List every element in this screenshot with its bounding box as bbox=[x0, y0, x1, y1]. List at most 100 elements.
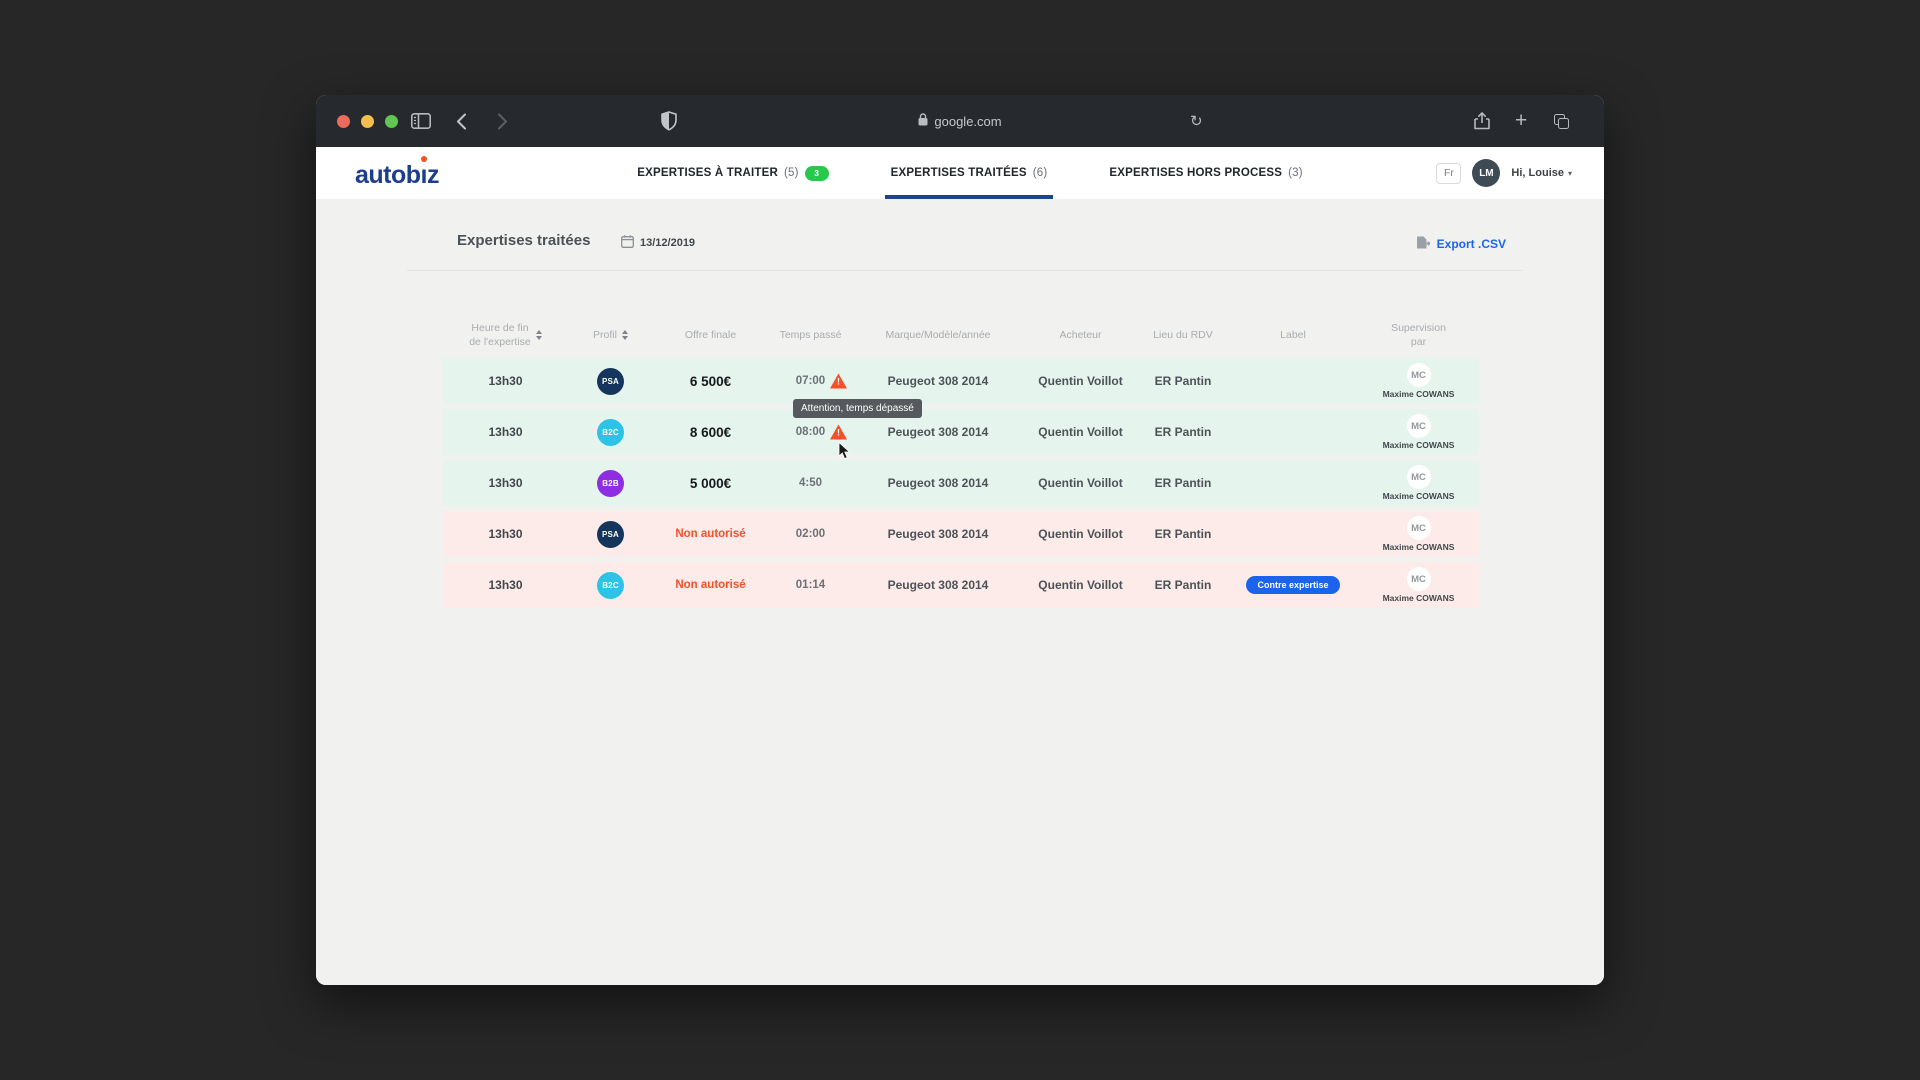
tab-count: (5) bbox=[784, 167, 799, 179]
end-time: 13h30 bbox=[488, 527, 523, 541]
time-spent: 02:00 bbox=[795, 528, 826, 540]
browser-chrome: google.com ↻ + bbox=[316, 95, 1604, 147]
sidebar-toggle-icon[interactable] bbox=[411, 95, 431, 147]
tab-label: EXPERTISES TRAITÉES bbox=[890, 167, 1027, 179]
traffic-light-close[interactable] bbox=[337, 114, 350, 128]
traffic-light-minimize[interactable] bbox=[361, 114, 374, 128]
col-header-marque: Marque/Modèle/année bbox=[885, 328, 991, 341]
autobiz-logo[interactable]: autobız bbox=[355, 161, 440, 189]
overtime-warning-icon[interactable]: ! bbox=[830, 424, 847, 440]
user-zone: Fr LM Hi, Louise ▾ bbox=[1436, 147, 1572, 199]
supervisor-name: Maxime COWANS bbox=[1382, 593, 1455, 603]
overtime-warning-icon[interactable]: ! bbox=[830, 373, 847, 389]
privacy-shield-icon[interactable] bbox=[661, 95, 677, 147]
overtime-tooltip: Attention, temps dépassé bbox=[793, 399, 922, 418]
supervision-cell: MC Maxime COWANS bbox=[1358, 363, 1479, 399]
rdv-location: ER Pantin bbox=[1154, 476, 1212, 490]
final-offer: Non autorisé bbox=[675, 579, 746, 591]
profile-badge: B2B bbox=[597, 469, 624, 497]
date-picker[interactable]: 13/12/2019 bbox=[621, 235, 695, 251]
rdv-location: ER Pantin bbox=[1154, 527, 1212, 541]
tab-expertises-a-traiter[interactable]: EXPERTISES À TRAITER (5) 3 bbox=[637, 147, 829, 199]
url-text: google.com bbox=[934, 113, 1002, 129]
time-spent: 4:50 bbox=[798, 477, 823, 489]
table-row[interactable]: 13h30 B2B 5 000€ 4:50 Peugeot 308 2014 Q… bbox=[443, 460, 1479, 506]
supervisor-name: Maxime COWANS bbox=[1382, 491, 1455, 501]
buyer: Quentin Voillot bbox=[1038, 527, 1123, 541]
tab-expertises-traitees[interactable]: EXPERTISES TRAITÉES (6) bbox=[884, 147, 1054, 199]
vehicle: Peugeot 308 2014 bbox=[887, 374, 989, 388]
supervisor-initials: MC bbox=[1406, 516, 1431, 540]
label-cell: Contre expertise bbox=[1228, 576, 1358, 594]
vehicle: Peugeot 308 2014 bbox=[887, 527, 989, 541]
time-spent: 07:00! bbox=[768, 373, 853, 389]
rdv-location: ER Pantin bbox=[1154, 578, 1212, 592]
sort-icon[interactable] bbox=[621, 329, 628, 340]
final-offer: 6 500€ bbox=[689, 373, 732, 389]
vehicle: Peugeot 308 2014 bbox=[887, 425, 989, 439]
profile-cell: PSA bbox=[568, 367, 653, 395]
tab-count: (6) bbox=[1032, 167, 1048, 179]
final-offer: 8 600€ bbox=[689, 424, 732, 440]
supervisor-initials: MC bbox=[1406, 414, 1431, 438]
avatar[interactable]: LM bbox=[1472, 159, 1501, 187]
buyer: Quentin Voillot bbox=[1038, 476, 1123, 490]
page-content: Expertises traitées 13/12/2019 Export .C… bbox=[316, 199, 1604, 985]
export-csv-button[interactable]: Export .CSV bbox=[1416, 235, 1506, 253]
supervision-cell: MC Maxime COWANS bbox=[1358, 465, 1479, 501]
col-header-temps-passe: Temps passé bbox=[779, 328, 842, 341]
greeting-text: Hi, Louise bbox=[1511, 167, 1564, 179]
col-header-profil: Profil bbox=[568, 328, 653, 342]
user-menu[interactable]: Hi, Louise ▾ bbox=[1511, 167, 1572, 179]
chevron-down-icon: ▾ bbox=[1567, 168, 1572, 178]
sort-icon[interactable] bbox=[535, 330, 542, 340]
calendar-icon bbox=[621, 235, 634, 251]
lock-icon bbox=[918, 113, 928, 129]
tab-label: EXPERTISES À TRAITER bbox=[637, 167, 779, 179]
supervisor-initials: MC bbox=[1406, 363, 1431, 387]
buyer: Quentin Voillot bbox=[1038, 374, 1123, 388]
time-spent: 01:14 bbox=[795, 579, 826, 591]
divider bbox=[407, 270, 1522, 271]
back-button[interactable] bbox=[456, 95, 467, 147]
buyer: Quentin Voillot bbox=[1038, 578, 1123, 592]
buyer: Quentin Voillot bbox=[1038, 425, 1123, 439]
profile-badge: B2C bbox=[597, 418, 624, 446]
new-tab-button[interactable]: + bbox=[1515, 109, 1528, 132]
tab-expertises-hors-process[interactable]: EXPERTISES HORS PROCESS (3) bbox=[1109, 147, 1302, 199]
col-header-heure-fin: Heure de fin de l'expertise bbox=[443, 321, 568, 349]
selected-date: 13/12/2019 bbox=[640, 237, 696, 249]
reload-button[interactable]: ↻ bbox=[1190, 113, 1203, 130]
language-button[interactable]: Fr bbox=[1436, 162, 1462, 184]
forward-button[interactable] bbox=[497, 95, 508, 147]
end-time: 13h30 bbox=[488, 425, 523, 439]
supervisor-name: Maxime COWANS bbox=[1382, 389, 1455, 399]
supervisor-initials: MC bbox=[1406, 465, 1431, 489]
end-time: 13h30 bbox=[488, 578, 523, 592]
vehicle: Peugeot 308 2014 bbox=[887, 578, 989, 592]
col-header-supervision: Supervision par bbox=[1391, 321, 1446, 348]
traffic-light-zoom[interactable] bbox=[385, 114, 398, 128]
tab-count: (3) bbox=[1288, 167, 1303, 179]
table-row[interactable]: 13h30 B2C 8 600€ 08:00 ! Peugeot 308 201… bbox=[443, 399, 1479, 460]
supervision-cell: MC Maxime COWANS bbox=[1358, 414, 1479, 450]
end-time: 13h30 bbox=[488, 374, 523, 388]
share-icon[interactable] bbox=[1474, 95, 1490, 147]
supervisor-initials: MC bbox=[1406, 567, 1431, 591]
profile-badge: B2C bbox=[597, 571, 624, 599]
col-header-lieu-rdv: Lieu du RDV bbox=[1153, 328, 1213, 341]
supervision-cell: MC Maxime COWANS bbox=[1358, 516, 1479, 552]
vehicle: Peugeot 308 2014 bbox=[887, 476, 989, 490]
tabs-overview-icon[interactable] bbox=[1554, 95, 1569, 147]
browser-window: google.com ↻ + autobız EXPERTISES À TRAI… bbox=[316, 95, 1604, 985]
main-tabs: EXPERTISES À TRAITER (5) 3 EXPERTISES TR… bbox=[336, 147, 1604, 199]
table-row[interactable]: 13h30 PSA Non autorisé 02:00 Peugeot 308… bbox=[443, 511, 1479, 557]
table-row[interactable]: 13h30 B2C Non autorisé 01:14 Peugeot 308… bbox=[443, 562, 1479, 608]
end-time: 13h30 bbox=[488, 476, 523, 490]
tab-label: EXPERTISES HORS PROCESS bbox=[1109, 167, 1283, 179]
table-row[interactable]: 13h30 PSA 6 500€ 07:00! Peugeot 308 2014… bbox=[443, 358, 1479, 404]
address-bar[interactable]: google.com bbox=[316, 95, 1604, 147]
col-header-label: Label bbox=[1280, 328, 1306, 341]
mouse-cursor bbox=[838, 441, 852, 463]
page-title: Expertises traitées bbox=[457, 232, 591, 249]
